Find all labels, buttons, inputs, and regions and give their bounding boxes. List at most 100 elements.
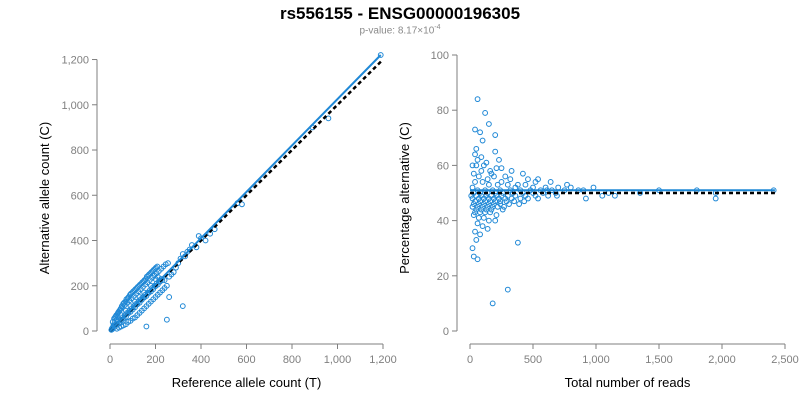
- left-data-point: [325, 115, 332, 122]
- right-data-point: [514, 239, 521, 246]
- right-data-point: [517, 195, 524, 202]
- right-x-tick-label: 0: [467, 354, 473, 366]
- left-x-tick-label: 0: [107, 354, 113, 366]
- left-data-point: [108, 326, 115, 333]
- right-data-point: [486, 217, 492, 224]
- right-data-point: [474, 220, 481, 227]
- left-data-point: [118, 312, 125, 319]
- right-data-point: [504, 181, 511, 188]
- right-data-point: [494, 203, 501, 210]
- left-data-point: [132, 298, 138, 305]
- right-data-point: [469, 245, 476, 252]
- left-data-point: [170, 269, 177, 276]
- right-data-point: [479, 223, 486, 230]
- right-y-tick-label: 80: [437, 105, 449, 117]
- right-data-point: [487, 168, 494, 174]
- left-x-tick-label: 800: [283, 354, 301, 366]
- right-x-tick-label: 1,000: [582, 354, 610, 366]
- left-data-point: [109, 326, 116, 333]
- left-data-point: [377, 52, 384, 58]
- right-data-point: [516, 201, 523, 207]
- right-data-point: [506, 201, 512, 207]
- right-x-tick-label: 1,500: [645, 354, 673, 366]
- left-data-point: [166, 294, 173, 300]
- left-y-tick-label: 1,200: [61, 55, 89, 67]
- left-y-tick-label: 200: [71, 281, 89, 293]
- right-data-point: [489, 300, 496, 307]
- right-y-tick-label: 0: [443, 326, 449, 338]
- right-data-point: [472, 228, 478, 235]
- left-data-point: [179, 303, 186, 310]
- right-data-point: [493, 212, 500, 218]
- right-x-tick-label: 500: [524, 354, 542, 366]
- left-data-point: [165, 260, 171, 267]
- right-data-point: [532, 179, 539, 185]
- right-data-point: [474, 156, 481, 163]
- right-data-point: [487, 209, 494, 216]
- right-data-point: [479, 137, 486, 144]
- right-y-axis-label: Percentage alternative (C): [397, 122, 412, 274]
- right-data-point: [494, 181, 501, 188]
- right-data-point: [473, 162, 480, 169]
- right-data-point: [474, 96, 481, 103]
- right-data-point: [492, 148, 499, 155]
- chart-subtitle: p-value: 8.17×10-4: [0, 24, 800, 36]
- right-data-point: [482, 110, 489, 116]
- right-data-point: [525, 195, 531, 202]
- right-data-point: [590, 184, 597, 191]
- right-data-point: [488, 170, 495, 177]
- left-x-tick-label: 1,000: [324, 354, 352, 366]
- right-data-point: [497, 198, 504, 205]
- left-x-tick-label: 1,200: [369, 354, 397, 366]
- right-data-point: [508, 168, 515, 174]
- p-value-exponent: -4: [434, 24, 441, 31]
- left-data-point: [202, 237, 209, 244]
- right-data-point: [484, 225, 491, 232]
- left-data-point: [153, 264, 159, 271]
- left-data-point: [163, 316, 170, 323]
- right-data-point: [472, 179, 478, 185]
- right-data-point: [469, 184, 476, 191]
- left-y-tick-label: 600: [71, 190, 89, 202]
- right-data-point: [599, 192, 606, 199]
- right-data-point: [470, 212, 477, 218]
- right-data-point: [478, 168, 485, 174]
- left-y-tick-label: 400: [71, 236, 89, 248]
- left-x-tick-label: 600: [237, 354, 255, 366]
- right-data-point: [612, 192, 618, 199]
- right-data-point: [564, 181, 570, 188]
- right-data-point: [498, 179, 505, 185]
- right-data-point: [480, 214, 487, 221]
- left-fit-line: [109, 54, 382, 332]
- right-x-axis-label: Total number of reads: [565, 375, 691, 390]
- right-data-point: [486, 181, 492, 188]
- right-data-point: [478, 154, 485, 161]
- right-data-point: [492, 217, 499, 224]
- right-data-point: [493, 165, 500, 172]
- right-data-point: [555, 184, 562, 191]
- right-data-point: [473, 237, 480, 243]
- right-data-point: [520, 170, 526, 177]
- left-y-tick-label: 0: [83, 326, 89, 338]
- right-data-point: [475, 173, 482, 180]
- right-y-tick-label: 20: [437, 271, 449, 283]
- right-data-point: [504, 286, 511, 293]
- left-y-axis-label: Alternative allele count (C): [37, 122, 52, 274]
- right-data-point: [502, 173, 509, 180]
- right-data-point: [491, 201, 497, 207]
- right-x-tick-label: 2,000: [708, 354, 736, 366]
- left-data-point: [123, 307, 129, 314]
- right-data-point: [469, 162, 476, 169]
- left-x-tick-label: 400: [192, 354, 210, 366]
- right-data-point: [479, 179, 486, 185]
- right-data-point: [507, 176, 514, 183]
- right-data-point: [499, 206, 506, 213]
- right-data-point: [521, 198, 528, 205]
- left-data-point: [143, 323, 150, 330]
- left-data-point: [127, 303, 134, 310]
- chart-title: rs556155 - ENSG00000196305: [279, 4, 521, 23]
- right-data-point: [474, 256, 481, 263]
- right-y-tick-label: 40: [437, 216, 449, 228]
- left-x-tick-label: 200: [146, 354, 164, 366]
